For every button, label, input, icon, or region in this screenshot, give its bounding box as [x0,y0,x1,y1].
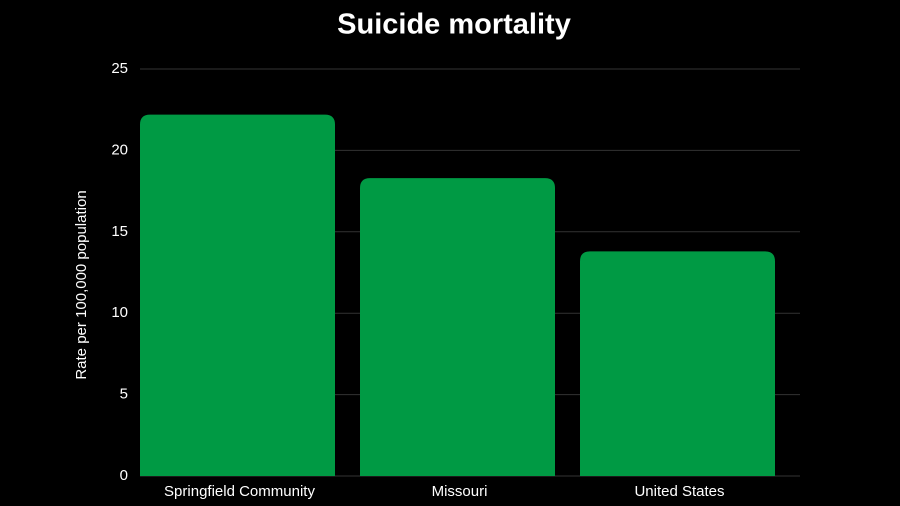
bar [580,251,775,476]
y-tick-label: 5 [120,386,128,403]
x-tick-label: Springfield Community [164,483,315,500]
y-tick-label: 20 [111,141,128,158]
chart-title: Suicide mortality [337,9,571,41]
y-tick-label: 25 [111,60,128,77]
y-axis-label: Rate per 100,000 population [73,190,90,379]
y-tick-label: 15 [111,223,128,240]
x-tick-label: Missouri [432,483,488,500]
bar [360,178,555,477]
x-tick-label: United States [634,483,724,500]
y-tick-label: 0 [120,467,128,484]
y-tick-label: 10 [111,304,128,321]
bar [140,114,335,477]
